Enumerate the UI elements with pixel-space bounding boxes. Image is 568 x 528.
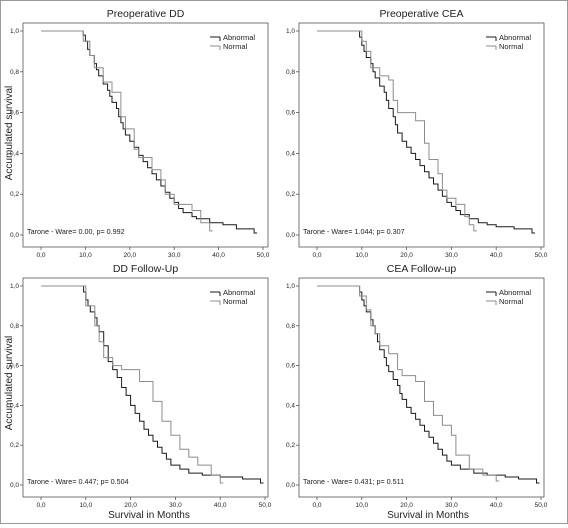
- x-tick-label: 20,0: [123, 252, 136, 259]
- x-tick-label: 10,0: [79, 502, 92, 509]
- x-tick-label: 40,0: [490, 502, 503, 509]
- y-tick-label: 0,2: [286, 442, 295, 449]
- y-tick-label: 0,2: [10, 191, 19, 198]
- y-tick-label: 0,4: [10, 150, 19, 157]
- chart-panel-4: CEA Follow-up 0,0 0,2 0,4 0,6 0,8 1,0 0,0 10,0 20…: [286, 263, 548, 509]
- legend-label: Normal: [223, 297, 248, 306]
- survival-curve-abnormal: [41, 285, 264, 484]
- legend-label: Abnormal: [499, 288, 531, 297]
- legend-label: Normal: [499, 297, 524, 306]
- y-axis-label-bottom: Accumulated survival: [4, 336, 15, 430]
- x-tick-label: 30,0: [168, 252, 181, 259]
- chart-title: DD Follow-Up: [113, 263, 179, 275]
- y-tick-label: 0,4: [286, 402, 295, 409]
- x-tick-label: 0,0: [36, 252, 45, 259]
- y-tick-label: 0,0: [10, 482, 19, 489]
- x-tick-label: 0,0: [312, 252, 321, 259]
- x-tick-label: 0,0: [312, 502, 321, 509]
- plot-frame: [298, 277, 545, 498]
- x-tick-label: 30,0: [445, 252, 458, 259]
- y-tick-label: 0,6: [286, 363, 295, 370]
- y-tick-label: 1,0: [10, 283, 19, 290]
- survival-curve-normal: [41, 285, 224, 484]
- test-annotation: Tarone - Ware= 0.447; p= 0.504: [27, 477, 129, 486]
- y-tick-label: 0,4: [286, 150, 295, 157]
- test-annotation: Tarone - Ware= 0.431; p= 0.511: [303, 477, 404, 486]
- x-tick-label: 40,0: [214, 502, 227, 509]
- chart-title: Preoperative DD: [107, 8, 185, 20]
- y-tick-label: 0,8: [286, 323, 295, 330]
- legend-label: Normal: [223, 42, 248, 51]
- chart-panel-2: Preoperative CEA 0,0 0,2 0,4 0,6 0,8 1,0 0,0 10,…: [286, 8, 548, 259]
- x-axis-label: Survival in Months: [108, 510, 190, 521]
- y-tick-label: 1,0: [286, 283, 295, 290]
- chart-panel-1: Preoperative DD 0,0 0,2 0,4 0,6 0,8 1,0 0,0 10,0…: [10, 8, 270, 259]
- y-tick-label: 0,2: [286, 191, 295, 198]
- legend-label: Abnormal: [223, 288, 255, 297]
- survival-curve-normal: [41, 30, 213, 232]
- x-tick-label: 50,0: [259, 502, 272, 509]
- legend-label: Abnormal: [223, 33, 255, 42]
- x-tick-label: 50,0: [535, 502, 548, 509]
- survival-curve-abnormal: [41, 30, 258, 234]
- y-tick-label: 1,0: [286, 28, 295, 35]
- x-tick-label: 30,0: [169, 502, 182, 509]
- y-tick-label: 0,6: [286, 110, 295, 117]
- x-axis-label: Survival in Months: [387, 510, 469, 521]
- y-tick-label: 0,2: [10, 442, 19, 449]
- x-tick-label: 20,0: [124, 502, 137, 509]
- y-tick-label: 1,0: [10, 28, 19, 35]
- y-tick-label: 0,0: [286, 482, 295, 489]
- x-tick-label: 0,0: [36, 502, 45, 509]
- y-tick-label: 0,8: [286, 69, 295, 76]
- x-tick-label: 20,0: [400, 502, 413, 509]
- x-tick-label: 40,0: [490, 252, 503, 259]
- y-tick-label: 0,8: [10, 323, 19, 330]
- chart-title: Preoperative CEA: [379, 8, 463, 20]
- x-tick-label: 40,0: [212, 252, 225, 259]
- y-tick-label: 0,6: [10, 110, 19, 117]
- legend-label: Normal: [499, 42, 524, 51]
- legend-label: Abnormal: [499, 33, 531, 42]
- y-tick-label: 0,4: [10, 402, 19, 409]
- survival-curve-normal: [317, 30, 477, 232]
- test-annotation: Tarone - Ware= 1.044; p= 0.307: [303, 227, 405, 236]
- y-tick-label: 0,0: [286, 232, 295, 239]
- y-axis-label-top: Accumulated survival: [4, 86, 15, 180]
- plot-frame: [22, 277, 269, 498]
- x-tick-label: 20,0: [400, 252, 413, 259]
- x-tick-label: 50,0: [257, 252, 270, 259]
- chart-title: CEA Follow-up: [387, 263, 457, 275]
- x-tick-label: 10,0: [355, 502, 368, 509]
- test-annotation: Tarone - Ware= 0.00, p= 0.992: [27, 227, 125, 236]
- plot-frame: [22, 22, 269, 248]
- x-tick-label: 30,0: [445, 502, 458, 509]
- x-tick-label: 10,0: [79, 252, 92, 259]
- y-tick-label: 0,8: [10, 69, 19, 76]
- chart-panel-3: DD Follow-Up 0,0 0,2 0,4 0,6 0,8 1,0 0,0 10,0 20,…: [10, 263, 272, 509]
- x-tick-label: 50,0: [535, 252, 548, 259]
- survival-curve-normal: [317, 285, 500, 482]
- plot-frame: [298, 22, 545, 248]
- survival-curve-abnormal: [317, 30, 535, 234]
- y-tick-label: 0,0: [10, 232, 19, 239]
- y-tick-label: 0,6: [10, 363, 19, 370]
- survival-curve-abnormal: [317, 285, 540, 484]
- x-tick-label: 10,0: [355, 252, 368, 259]
